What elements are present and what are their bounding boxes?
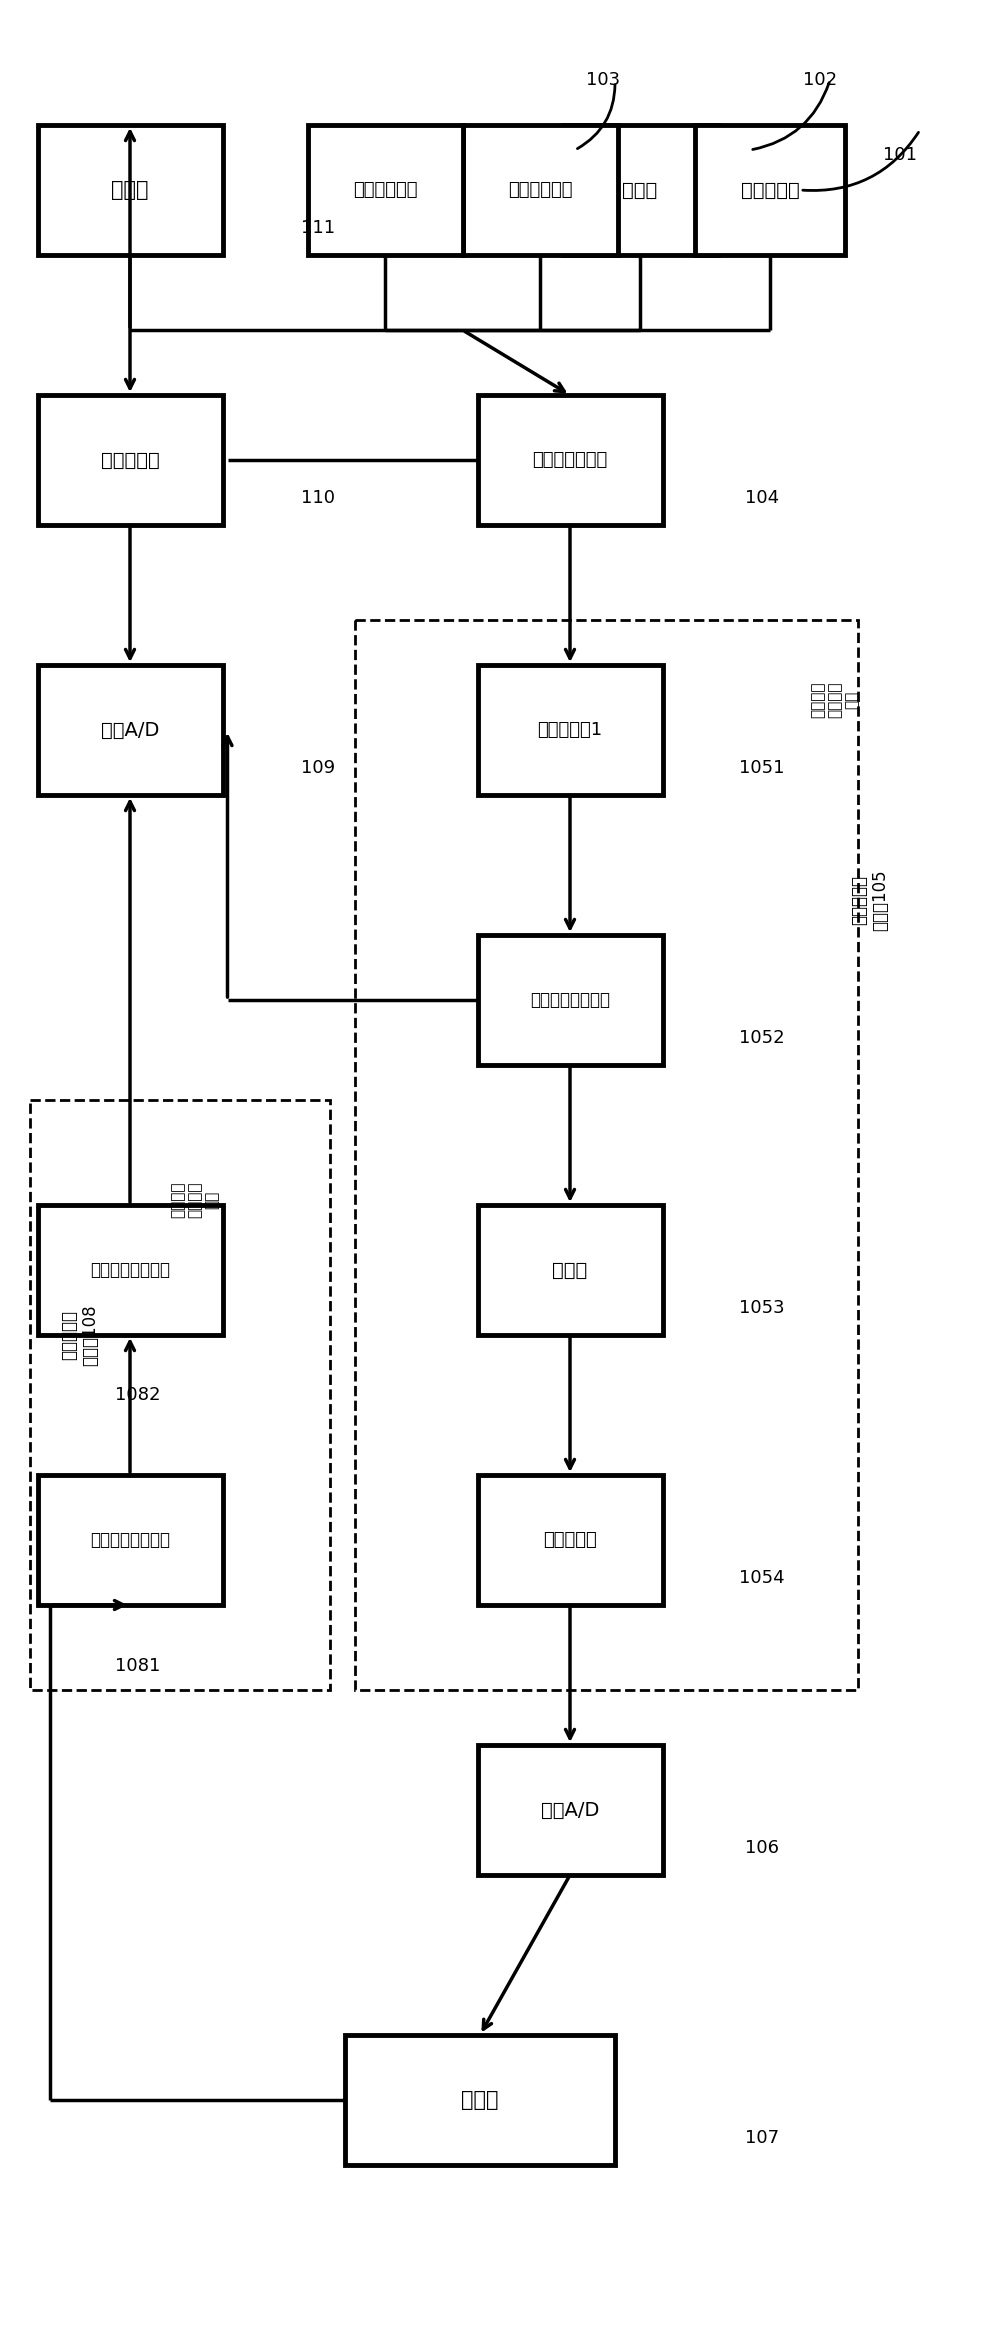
Bar: [345, 2036, 615, 2165]
Text: 处理器: 处理器: [461, 2090, 498, 2109]
Bar: [30, 1100, 330, 1690]
Bar: [308, 125, 462, 254]
Text: 气压传感器: 气压传感器: [741, 181, 799, 200]
Text: 第一蓄电池
传感器105: 第一蓄电池 传感器105: [850, 870, 889, 931]
Text: 温湿度传感器: 温湿度传感器: [508, 181, 572, 200]
Bar: [477, 665, 662, 795]
Text: 104: 104: [745, 489, 779, 508]
Text: 103: 103: [586, 71, 620, 89]
Bar: [477, 395, 662, 524]
Text: 1054: 1054: [740, 1568, 785, 1587]
Text: 第二蓄电池
传感器108: 第二蓄电池 传感器108: [60, 1305, 99, 1366]
Text: 109: 109: [300, 759, 335, 776]
Bar: [37, 1206, 222, 1335]
Text: 第二蓄电
池传感器
信号: 第二蓄电 池传感器 信号: [170, 1183, 220, 1218]
Text: 第二蓄电池传感器: 第二蓄电池传感器: [90, 1260, 170, 1279]
Bar: [37, 395, 222, 524]
Bar: [37, 125, 222, 254]
Bar: [477, 1206, 662, 1335]
Text: 报警器: 报警器: [112, 181, 149, 200]
Text: 1053: 1053: [740, 1300, 785, 1317]
Text: 110: 110: [302, 489, 335, 508]
Bar: [462, 125, 617, 254]
Bar: [477, 936, 662, 1065]
Bar: [37, 1474, 222, 1606]
Text: 电压采集器1: 电压采集器1: [538, 722, 603, 738]
Text: 1052: 1052: [740, 1030, 785, 1046]
Text: 可充电大容量电池: 可充电大容量电池: [90, 1531, 170, 1549]
Text: 1082: 1082: [116, 1387, 161, 1404]
Bar: [695, 125, 845, 254]
Text: 1081: 1081: [116, 1657, 161, 1674]
Bar: [563, 125, 718, 254]
Text: 101: 101: [883, 146, 917, 165]
Text: 第一蓄电
池传感器
信号: 第一蓄电 池传感器 信号: [810, 682, 860, 719]
Text: 断路器传感器: 断路器传感器: [353, 181, 417, 200]
Text: 第二A/D: 第二A/D: [100, 719, 159, 741]
Text: 1051: 1051: [740, 759, 785, 776]
Text: 第一采集器: 第一采集器: [543, 1531, 597, 1549]
Text: 发送接收器: 发送接收器: [100, 451, 160, 470]
Text: 第一A/D: 第一A/D: [541, 1801, 599, 1820]
Text: 111: 111: [300, 219, 335, 237]
Text: 106: 106: [745, 1838, 779, 1857]
Bar: [477, 1474, 662, 1606]
Text: 蓄电器: 蓄电器: [553, 1260, 588, 1279]
Text: 电流及功率采集器: 电流及功率采集器: [530, 992, 610, 1009]
Bar: [355, 621, 858, 1690]
Text: 断路器: 断路器: [622, 181, 657, 200]
Text: 气体密封监控器: 气体密封监控器: [533, 451, 608, 468]
Text: 102: 102: [803, 71, 837, 89]
Bar: [37, 665, 222, 795]
Text: 107: 107: [745, 2130, 779, 2146]
Bar: [477, 1744, 662, 1876]
